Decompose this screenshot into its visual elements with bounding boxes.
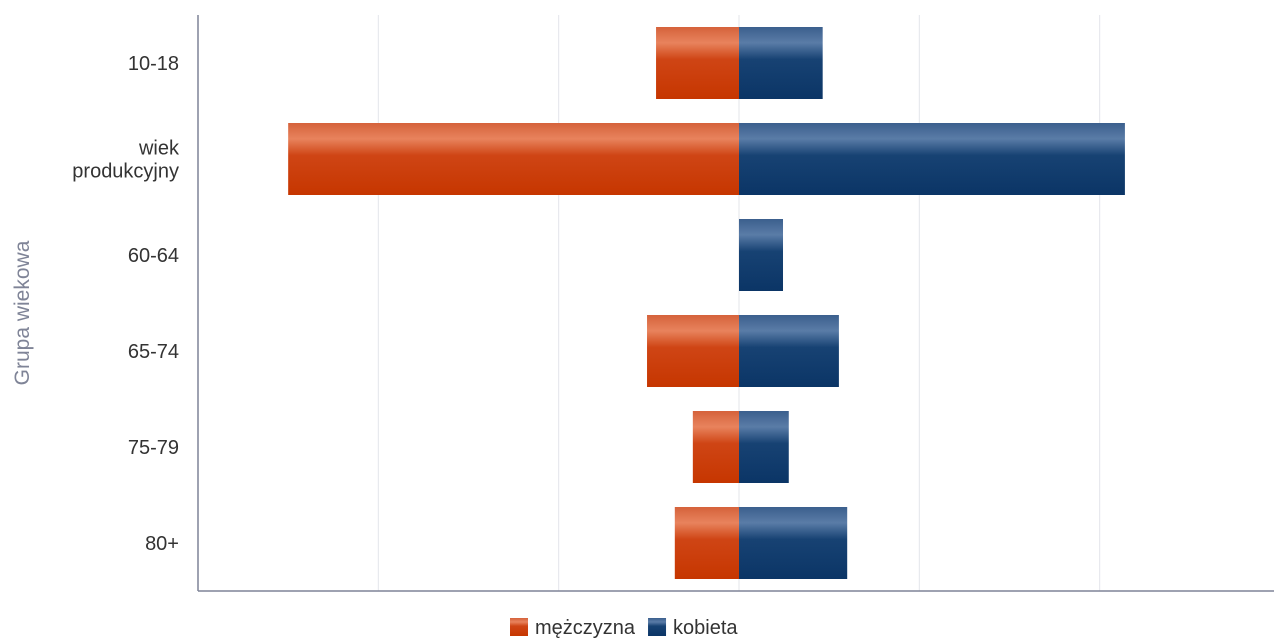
bar-men-5 <box>674 507 739 579</box>
axes <box>197 15 1274 592</box>
bar-women-1 <box>739 123 1125 195</box>
legend-swatch-men <box>510 618 528 636</box>
bar-women-5 <box>739 507 848 579</box>
category-label: 10-18 <box>128 53 179 75</box>
bar-women-0 <box>739 27 823 99</box>
grid-lines <box>377 15 1101 591</box>
category-label: 80+ <box>145 533 179 555</box>
category-label: 65-74 <box>128 341 179 363</box>
bar-women-3 <box>739 315 839 387</box>
category-labels: 10-18 wiek produkcyjny 60-64 65-74 75-79 80+ <box>72 53 180 555</box>
legend-label-women: kobieta <box>673 617 738 639</box>
legend: mężczyzna kobieta <box>510 617 738 639</box>
bar-men-3 <box>647 315 739 387</box>
category-label: wiek produkcyjny <box>72 138 180 183</box>
legend-label-men: mężczyzna <box>535 617 636 639</box>
bar-men-4 <box>692 411 739 483</box>
legend-swatch-women <box>648 618 667 636</box>
bars <box>288 27 1125 579</box>
y-axis-title: Grupa wiekowa <box>11 240 34 385</box>
bar-women-4 <box>739 411 789 483</box>
bar-women-2 <box>739 219 784 291</box>
category-label: 75-79 <box>128 437 179 459</box>
category-label: 60-64 <box>128 245 179 267</box>
bar-men-1 <box>288 123 739 195</box>
bar-men-0 <box>656 27 739 99</box>
